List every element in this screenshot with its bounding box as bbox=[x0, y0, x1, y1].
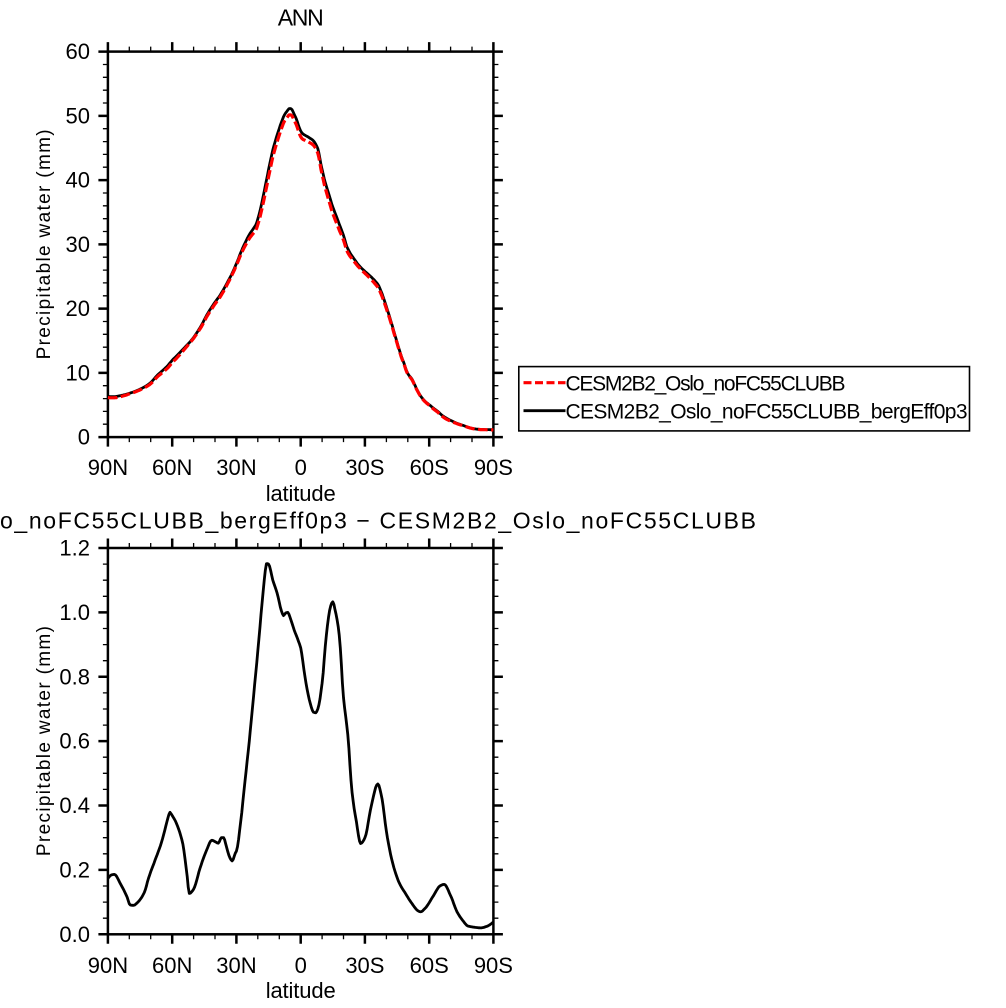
svg-text:CESM2B2_Oslo_noFC55CLUBB_bergE: CESM2B2_Oslo_noFC55CLUBB_bergEff0p3 bbox=[566, 400, 968, 423]
svg-text:30N: 30N bbox=[216, 455, 256, 480]
svg-text:30: 30 bbox=[66, 232, 90, 257]
svg-text:Precipitable water (mm): Precipitable water (mm) bbox=[34, 626, 55, 856]
svg-text:latitude: latitude bbox=[266, 481, 336, 506]
svg-text:0.8: 0.8 bbox=[59, 664, 90, 689]
svg-text:40: 40 bbox=[66, 168, 90, 193]
svg-text:0.4: 0.4 bbox=[59, 793, 90, 818]
svg-text:latitude: latitude bbox=[266, 978, 336, 1003]
svg-text:10: 10 bbox=[66, 360, 90, 385]
svg-text:30S: 30S bbox=[345, 455, 384, 480]
svg-text:60S: 60S bbox=[410, 455, 449, 480]
svg-text:ANN: ANN bbox=[278, 5, 324, 31]
svg-text:Precipitable water (mm): Precipitable water (mm) bbox=[34, 129, 55, 359]
svg-text:0.2: 0.2 bbox=[59, 857, 90, 882]
svg-text:20: 20 bbox=[66, 296, 90, 321]
svg-text:60N: 60N bbox=[152, 953, 192, 978]
svg-text:0: 0 bbox=[295, 953, 307, 978]
svg-text:90N: 90N bbox=[88, 455, 128, 480]
svg-text:0.6: 0.6 bbox=[59, 729, 90, 754]
svg-text:90S: 90S bbox=[474, 455, 513, 480]
svg-text:60: 60 bbox=[66, 39, 90, 64]
svg-text:1.0: 1.0 bbox=[59, 600, 90, 625]
svg-text:60S: 60S bbox=[410, 953, 449, 978]
svg-text:0.0: 0.0 bbox=[59, 922, 90, 947]
svg-text:o_noFC55CLUBB_bergEff0p3 − CES: o_noFC55CLUBB_bergEff0p3 − CESM2B2_Oslo_… bbox=[0, 508, 756, 534]
svg-text:60N: 60N bbox=[152, 455, 192, 480]
svg-text:50: 50 bbox=[66, 103, 90, 128]
svg-text:90N: 90N bbox=[88, 953, 128, 978]
svg-text:90S: 90S bbox=[474, 953, 513, 978]
svg-text:CESM2B2_Oslo_noFC55CLUBB: CESM2B2_Oslo_noFC55CLUBB bbox=[566, 372, 846, 395]
svg-text:30S: 30S bbox=[345, 953, 384, 978]
svg-text:30N: 30N bbox=[216, 953, 256, 978]
svg-text:0: 0 bbox=[78, 425, 90, 450]
svg-text:0: 0 bbox=[295, 455, 307, 480]
svg-text:1.2: 1.2 bbox=[59, 536, 90, 561]
